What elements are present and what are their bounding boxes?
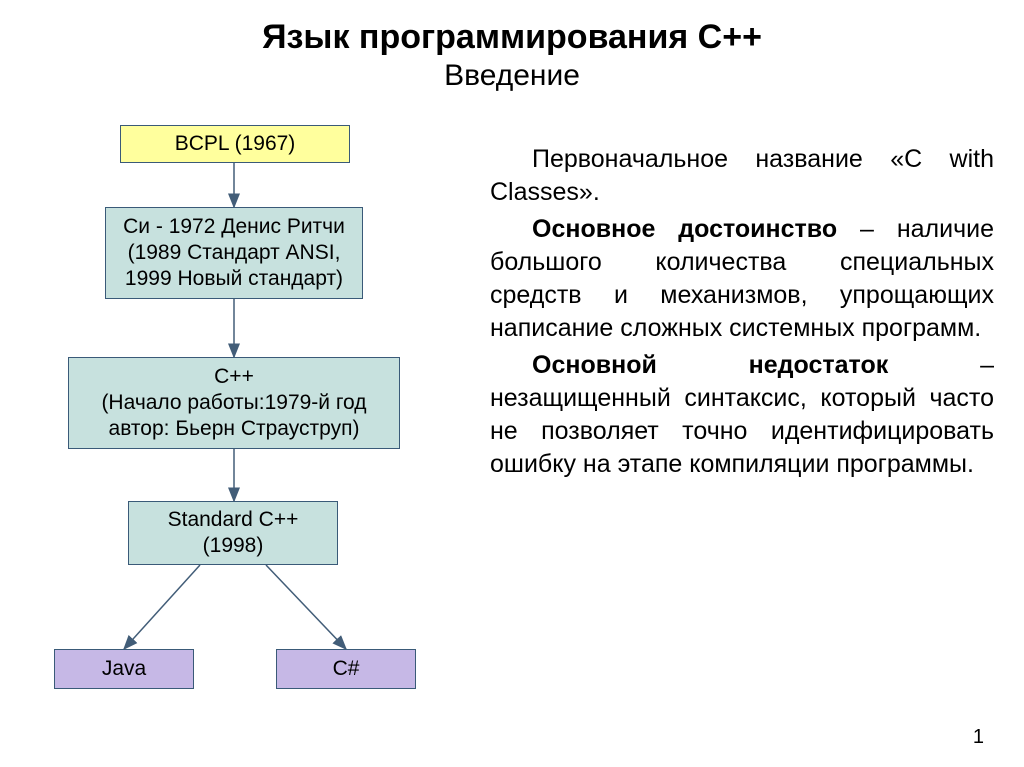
flowchart-node-csharp: C# <box>276 649 416 689</box>
paragraph-disadvantage: Основной недостаток – незащищенный синта… <box>490 349 994 481</box>
flowchart-node-cpp: C++(Начало работы:1979-й годавтор: Бьерн… <box>68 357 400 449</box>
flowchart-node-bcpl: BCPL (1967) <box>120 125 350 163</box>
disadvantage-lead: Основной недостаток <box>532 351 888 379</box>
text-content: Первоначальное название «C with Classes»… <box>470 113 994 733</box>
advantage-lead: Основное достоинство <box>532 215 837 243</box>
edge-std-java <box>124 565 200 649</box>
slide-title: Язык программирования C++ <box>0 18 1024 57</box>
slide-subtitle: Введение <box>0 59 1024 93</box>
edge-std-csharp <box>266 565 346 649</box>
paragraph-advantage: Основное достоинство – наличие большого … <box>490 213 994 345</box>
flowchart-node-java: Java <box>54 649 194 689</box>
flowchart-area: BCPL (1967) Си - 1972 Денис Ритчи(1989 Ст… <box>30 113 470 733</box>
page-number: 1 <box>973 726 984 749</box>
flowchart-node-c: Си - 1972 Денис Ритчи(1989 Стандарт ANSI… <box>105 207 363 299</box>
flowchart-node-std: Standard C++(1998) <box>128 501 338 565</box>
paragraph-intro: Первоначальное название «C with Classes»… <box>490 143 994 209</box>
